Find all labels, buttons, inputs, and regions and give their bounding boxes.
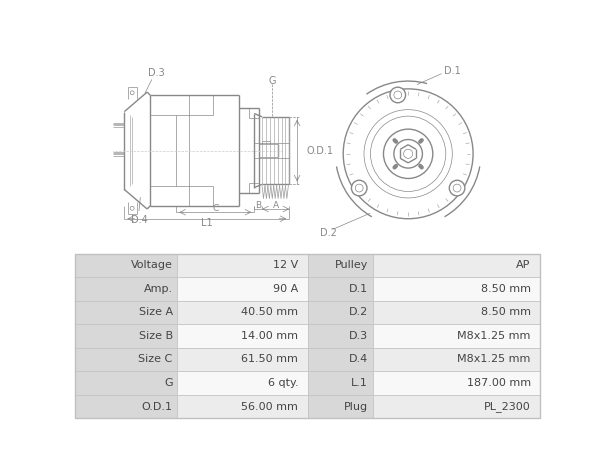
Text: D.1: D.1 (349, 284, 368, 294)
Text: D.1: D.1 (444, 66, 461, 76)
FancyBboxPatch shape (178, 348, 308, 371)
FancyBboxPatch shape (178, 371, 308, 395)
Text: D.4: D.4 (349, 354, 368, 364)
FancyBboxPatch shape (308, 348, 373, 371)
FancyBboxPatch shape (308, 253, 373, 277)
Text: D.3: D.3 (148, 68, 165, 78)
FancyBboxPatch shape (75, 395, 178, 418)
FancyBboxPatch shape (373, 348, 540, 371)
FancyBboxPatch shape (373, 324, 540, 348)
Circle shape (449, 180, 465, 196)
Text: O.D.1: O.D.1 (306, 146, 333, 156)
Text: L1: L1 (201, 218, 212, 228)
Text: G: G (268, 76, 275, 86)
FancyBboxPatch shape (308, 277, 373, 301)
Text: D.3: D.3 (349, 331, 368, 341)
FancyBboxPatch shape (373, 395, 540, 418)
FancyBboxPatch shape (75, 324, 178, 348)
FancyBboxPatch shape (178, 277, 308, 301)
Text: A: A (272, 201, 279, 210)
FancyBboxPatch shape (75, 253, 178, 277)
FancyBboxPatch shape (373, 253, 540, 277)
Text: M8x1.25 mm: M8x1.25 mm (457, 331, 531, 341)
Text: D.2: D.2 (320, 228, 337, 238)
Text: 8.50 mm: 8.50 mm (481, 284, 531, 294)
Text: 90 A: 90 A (273, 284, 298, 294)
FancyBboxPatch shape (308, 371, 373, 395)
Text: O.D.1: O.D.1 (142, 401, 173, 412)
FancyBboxPatch shape (75, 371, 178, 395)
Text: Size B: Size B (139, 331, 173, 341)
Text: Pulley: Pulley (335, 260, 368, 270)
Text: Amp.: Amp. (143, 284, 173, 294)
Text: 12 V: 12 V (273, 260, 298, 270)
Text: 187.00 mm: 187.00 mm (467, 378, 531, 388)
Text: D.4: D.4 (131, 215, 148, 225)
Text: 56.00 mm: 56.00 mm (241, 401, 298, 412)
Text: 40.50 mm: 40.50 mm (241, 307, 298, 317)
FancyBboxPatch shape (178, 395, 308, 418)
Text: G: G (164, 378, 173, 388)
Text: Plug: Plug (344, 401, 368, 412)
FancyBboxPatch shape (308, 395, 373, 418)
Circle shape (390, 87, 406, 103)
Text: 6 qty.: 6 qty. (268, 378, 298, 388)
Text: AP: AP (517, 260, 531, 270)
Text: 8.50 mm: 8.50 mm (481, 307, 531, 317)
FancyBboxPatch shape (178, 324, 308, 348)
Circle shape (352, 180, 367, 196)
FancyBboxPatch shape (308, 301, 373, 324)
Text: Voltage: Voltage (131, 260, 173, 270)
FancyBboxPatch shape (373, 371, 540, 395)
Text: Size A: Size A (139, 307, 173, 317)
FancyBboxPatch shape (178, 253, 308, 277)
FancyBboxPatch shape (178, 301, 308, 324)
Text: D.2: D.2 (349, 307, 368, 317)
Text: B: B (255, 201, 261, 210)
Text: C: C (212, 204, 218, 213)
Text: 14.00 mm: 14.00 mm (241, 331, 298, 341)
FancyBboxPatch shape (373, 277, 540, 301)
Text: L.1: L.1 (351, 378, 368, 388)
FancyBboxPatch shape (75, 277, 178, 301)
Text: M8x1.25 mm: M8x1.25 mm (457, 354, 531, 364)
FancyBboxPatch shape (308, 324, 373, 348)
FancyBboxPatch shape (75, 301, 178, 324)
FancyBboxPatch shape (75, 348, 178, 371)
Text: 61.50 mm: 61.50 mm (241, 354, 298, 364)
Text: PL_2300: PL_2300 (484, 401, 531, 412)
Text: Size C: Size C (139, 354, 173, 364)
FancyBboxPatch shape (373, 301, 540, 324)
